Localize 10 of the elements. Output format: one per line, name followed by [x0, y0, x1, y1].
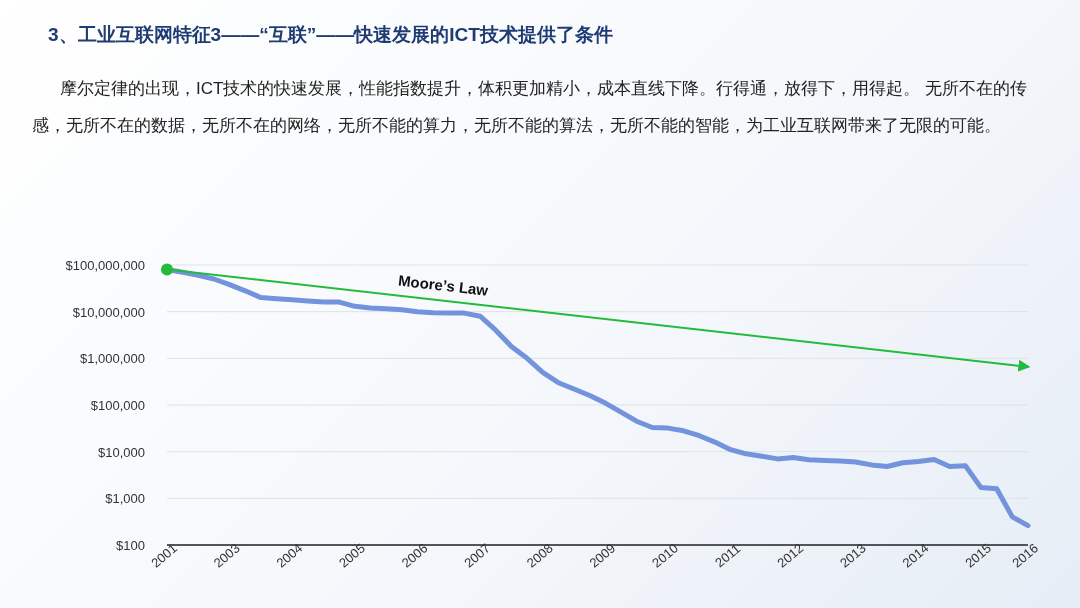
text: Moore’s Law [397, 271, 490, 299]
y-tick-label: $10,000,000 [72, 304, 145, 320]
y-tick-label: $100,000 [90, 398, 145, 413]
y-tick-label: $100,000,000 [65, 258, 145, 273]
chart-title: 3、工业互联网特征3——“互联”——快速发展的ICT技术提供了条件 [48, 23, 613, 47]
y-tick-label: $1,000 [105, 491, 145, 507]
y-tick-label: $100 [116, 538, 145, 553]
y-tick-label: $10,000 [98, 444, 145, 460]
chart-subtitle: 摩尔定律的出现，ICT技术的快速发展，性能指数提升，体积更加精小，成本直线下降。行得通，放得下，用得起。 无所不在的传感，无所不在的数据，无所不在的网络，无所不能的算力，无所不能的算法，无所不能的智能，为工业互联网带来了无限的可能。 [32, 78, 1029, 137]
y-tick-label: $1,000,000 [79, 351, 145, 367]
